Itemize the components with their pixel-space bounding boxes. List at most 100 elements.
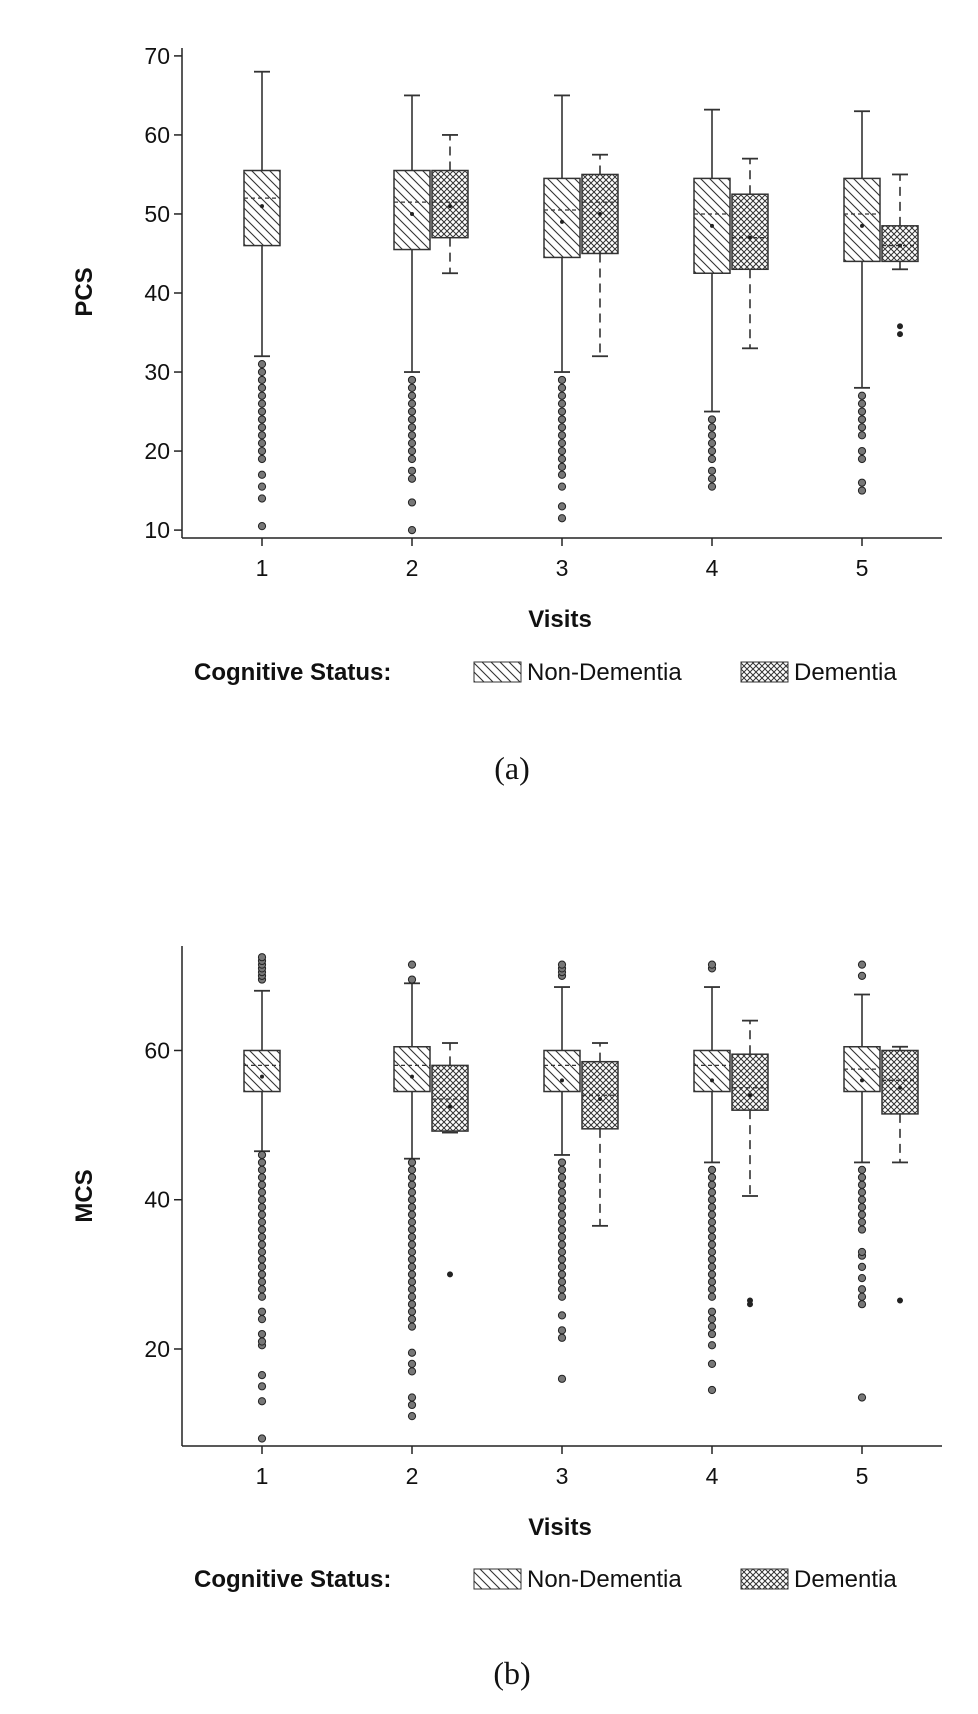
outlier-point xyxy=(257,1173,267,1182)
outlier-point xyxy=(257,1329,267,1339)
pcs-legend: Cognitive Status: Non-Dementia Dementia xyxy=(194,659,897,686)
pcs-x-tick-label: 5 xyxy=(856,555,869,581)
outlier-point xyxy=(257,407,267,416)
outlier-point xyxy=(407,391,417,400)
box-iqr xyxy=(731,1053,769,1111)
mcs-box-non-dementia-visit-4 xyxy=(693,960,731,1395)
outlier-point xyxy=(257,399,267,408)
outlier-point xyxy=(707,1165,717,1174)
outlier-point xyxy=(407,474,417,483)
outlier-point xyxy=(407,375,417,385)
outlier-point xyxy=(857,1225,867,1234)
outlier-point xyxy=(557,1374,567,1383)
mcs-legend-swatch-dementia xyxy=(740,1568,789,1590)
outlier-point xyxy=(407,454,417,464)
outlier-point xyxy=(707,1315,717,1324)
outlier-point xyxy=(707,1307,717,1316)
outlier-point xyxy=(257,1262,267,1271)
mean-marker xyxy=(260,204,264,209)
outlier-point xyxy=(557,1326,567,1335)
outlier-point xyxy=(407,399,417,408)
outlier-point xyxy=(857,1285,867,1294)
outlier-point xyxy=(407,498,417,507)
outlier-point xyxy=(857,1203,867,1212)
pcs-box-non-dementia-visit-4 xyxy=(693,108,731,491)
outlier-point xyxy=(407,1218,417,1227)
mean-marker xyxy=(560,1078,564,1083)
box-iqr xyxy=(543,1049,581,1093)
outlier-point xyxy=(707,466,717,475)
pcs-x-axis-label: Visits xyxy=(528,606,592,633)
outlier-point xyxy=(557,1270,567,1279)
outlier-point xyxy=(407,1158,417,1167)
mean-marker xyxy=(898,243,902,248)
outlier-point xyxy=(407,1322,417,1331)
outlier-point xyxy=(557,1333,567,1342)
pcs-y-axis-label: PCS xyxy=(71,267,98,316)
outlier-point xyxy=(707,1240,717,1249)
outlier-point xyxy=(857,1292,867,1301)
outlier-point xyxy=(707,454,717,464)
outlier-point xyxy=(557,1173,567,1182)
mcs-y-tick-label: 60 xyxy=(144,1037,170,1063)
outlier-point xyxy=(407,1180,417,1189)
outlier-point xyxy=(557,431,567,440)
outlier-point xyxy=(407,1195,417,1204)
outlier-point xyxy=(257,375,267,385)
outlier-point xyxy=(257,446,267,456)
outlier-point xyxy=(407,1262,417,1271)
outlier-point xyxy=(407,446,417,456)
outlier-point xyxy=(857,1188,867,1197)
mcs-y-tick-label: 40 xyxy=(144,1187,170,1213)
outlier-point xyxy=(707,1195,717,1204)
outlier-point xyxy=(707,1232,717,1242)
pcs-legend-title: Cognitive Status: xyxy=(194,659,391,686)
outlier-point xyxy=(707,1285,717,1294)
outlier-point xyxy=(857,1165,867,1174)
outlier-point xyxy=(857,454,867,464)
pcs-box-non-dementia-visit-5 xyxy=(843,110,881,495)
outlier-point xyxy=(407,960,417,969)
outlier-point xyxy=(257,391,267,400)
outlier-point xyxy=(257,1270,267,1279)
outlier-point xyxy=(407,1367,417,1376)
outlier-point xyxy=(707,1262,717,1271)
outlier-point xyxy=(857,478,867,487)
outlier-point xyxy=(557,407,567,416)
outlier-point xyxy=(557,1225,567,1234)
mcs-x-axis-label: Visits xyxy=(528,1514,592,1541)
outlier-point xyxy=(257,1277,267,1286)
outlier-point xyxy=(407,383,417,392)
outlier-point xyxy=(407,1400,417,1410)
outlier-point xyxy=(257,1195,267,1204)
mcs-box-non-dementia-visit-3 xyxy=(543,960,581,1383)
mean-marker xyxy=(748,235,752,240)
outlier-point xyxy=(707,1341,717,1350)
outlier-point xyxy=(407,1315,417,1324)
outlier-point xyxy=(897,323,903,330)
outlier-point xyxy=(857,415,867,424)
outlier-point xyxy=(407,1393,417,1402)
outlier-point xyxy=(257,1210,267,1219)
box-iqr xyxy=(693,1049,731,1093)
outlier-point xyxy=(707,1225,717,1234)
box-iqr xyxy=(431,1064,469,1132)
outlier-point xyxy=(857,486,867,495)
outlier-point xyxy=(557,462,567,471)
outlier-point xyxy=(707,1188,717,1197)
outlier-point xyxy=(557,1165,567,1174)
outlier-point xyxy=(707,439,717,448)
outlier-point xyxy=(557,1210,567,1219)
pcs-y-tick-label: 10 xyxy=(144,517,170,543)
mcs-box-non-dementia-visit-5 xyxy=(843,960,881,1402)
outlier-point xyxy=(707,1210,717,1219)
outlier-point xyxy=(897,1297,903,1304)
outlier-point xyxy=(557,1277,567,1286)
outlier-point xyxy=(857,1273,867,1283)
outlier-point xyxy=(257,1382,267,1391)
outlier-point xyxy=(257,415,267,424)
mcs-box-dementia-visit-2 xyxy=(431,1042,469,1278)
mcs-box-dementia-visit-4 xyxy=(731,1019,769,1308)
outlier-point xyxy=(857,1262,867,1271)
outlier-point xyxy=(407,1173,417,1182)
